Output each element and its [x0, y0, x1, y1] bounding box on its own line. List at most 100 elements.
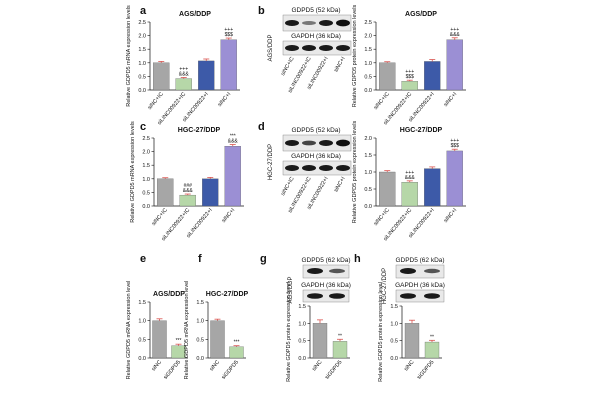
bar: [312, 323, 328, 359]
blot-d-band-gdpd5-3: [319, 140, 333, 146]
significance-marker: +++: [179, 66, 188, 72]
blot-d-band-gapdh-3: [319, 165, 333, 171]
y-tick-label: 2.0: [364, 136, 372, 142]
chart-panel-c: HGC-27/DDP 0.0 0.5 1.0 1.5 2.0 2.5 Relative GDP…: [130, 121, 244, 242]
y-axis-label: Relative GDPD5 protein expression levels: [352, 121, 358, 224]
significance-marker: $$$: [406, 74, 415, 80]
significance-marker: ***: [234, 340, 240, 346]
blot-h-cell-label: HGC-27/DDP: [382, 268, 388, 304]
y-tick-label: 0.5: [364, 187, 372, 193]
significance-marker: &&&: [183, 188, 194, 194]
blot-b-band-gdpd5-3: [319, 20, 333, 26]
chart-panel-a: AGS/DDP 0.0 0.5 1.0 1.5 2.0 2.5 Relative GDPD5 …: [126, 5, 240, 126]
blot-g-bottom-membrane: [302, 289, 350, 303]
bar: [229, 346, 244, 359]
significance-marker: $$$: [451, 143, 460, 149]
y-tick-label: 1.0: [138, 61, 146, 67]
blot-b-bottom-label: GAPDH (36 kDa): [291, 33, 341, 40]
y-tick-label: 1.0: [364, 61, 372, 67]
y-tick-label: 2.0: [364, 34, 372, 40]
y-tick-label: 1.0: [364, 170, 372, 176]
blot-b-band-gapdh-4: [336, 45, 350, 51]
y-tick-label: 0.5: [138, 74, 146, 80]
y-axis-label: Relative GDPD5 protein expression levels: [352, 5, 358, 108]
significance-marker: +++: [405, 170, 414, 176]
blot-d-top-membrane: [282, 134, 352, 152]
blot-g-band-gapdh-2: [329, 293, 345, 299]
chart-title: AGS/DDP: [179, 11, 211, 18]
western-blot-d: HGC-27/DDP GDPD5 (52 kDa) GAPDH (36 kDa)…: [268, 127, 352, 214]
y-tick-label: 2.5: [138, 20, 146, 26]
chart-title: AGS/DDP: [153, 291, 185, 298]
y-tick-label: 0.0: [196, 356, 204, 362]
significance-marker: **: [430, 334, 434, 340]
blot-b-band-gapdh-3: [319, 45, 333, 51]
y-tick-label: 1.5: [298, 304, 306, 310]
y-tick-label: 1.5: [364, 153, 372, 159]
y-tick-label: 2.5: [142, 136, 150, 142]
blot-h-band-gdpd5-1: [400, 268, 416, 274]
blot-g-band-gdpd5-1: [307, 268, 323, 274]
significance-marker: ###: [184, 183, 193, 189]
blot-b-bottom-membrane: [282, 40, 352, 56]
y-tick-label: 0.0: [298, 356, 306, 362]
bar: [401, 182, 418, 207]
blot-d-bottom-membrane: [282, 160, 352, 176]
y-tick-label: 2.0: [142, 150, 150, 156]
significance-marker: &&&: [228, 139, 239, 145]
significance-marker: &&&: [450, 32, 461, 38]
significance-marker: &&&: [179, 71, 190, 77]
panel-letter-g: g: [260, 253, 267, 265]
significance-marker: $$$: [225, 32, 234, 38]
y-tick-label: 0.5: [196, 337, 204, 343]
panel-letter-d: d: [258, 121, 265, 133]
significance-marker: ***: [176, 338, 182, 344]
blot-b-band-gdpd5-4: [336, 19, 350, 27]
bar: [379, 62, 396, 91]
y-tick-label: 1.5: [364, 47, 372, 53]
y-tick-label: 1.0: [138, 319, 146, 325]
y-tick-label: 1.5: [390, 304, 398, 310]
y-tick-label: 2.0: [138, 34, 146, 40]
bar: [179, 194, 196, 207]
bar: [202, 178, 219, 207]
blot-d-band-gapdh-1: [285, 165, 299, 171]
blot-h-bottom-label: GAPDH (36 kDa): [395, 282, 445, 289]
y-tick-label: 2.5: [364, 20, 372, 26]
panel-letter-e: e: [140, 253, 146, 265]
bar: [175, 78, 192, 91]
western-blot-g: AGS/DDP GDPD5 (62 kDa) GAPDH (36 kDa): [288, 257, 351, 304]
bar: [424, 61, 441, 91]
bar: [379, 171, 396, 207]
y-tick-label: 1.0: [196, 319, 204, 325]
y-tick-label: 1.5: [142, 163, 150, 169]
y-tick-label: 0.0: [138, 356, 146, 362]
y-tick-label: 1.5: [138, 300, 146, 306]
bar: [152, 320, 167, 359]
bar: [210, 320, 225, 359]
y-tick-label: 0.5: [142, 190, 150, 196]
y-tick-label: 1.5: [138, 47, 146, 53]
y-axis-label: Relative GDPD5 mRNA expression levels: [130, 121, 136, 223]
blot-b-band-gdpd5-2: [302, 21, 316, 25]
panel-letter-c: c: [140, 121, 146, 133]
y-axis-label: Relative GDPD5 protein expression level: [378, 282, 384, 382]
chart-title: HGC-27/DDP: [400, 127, 443, 134]
y-tick-label: 0.0: [364, 204, 372, 210]
y-axis-label: Relative GDPD5 mRNA expression level: [126, 281, 132, 380]
y-axis-label: Relative GDPD5 mRNA expression level: [184, 281, 190, 380]
chart-title: HGC-27/DDP: [206, 291, 249, 298]
y-tick-label: 0.5: [138, 337, 146, 343]
blot-g-band-gdpd5-2: [329, 268, 345, 274]
blot-d-band-gdpd5-4: [336, 139, 350, 147]
significance-marker: +++: [450, 138, 459, 144]
blot-h-band-gapdh-1: [400, 293, 416, 299]
blot-d-band-gapdh-2: [302, 165, 316, 171]
panel-letter-a: a: [140, 5, 147, 17]
y-tick-label: 0.5: [390, 339, 398, 345]
y-axis-label: Relative GDPD5 protein expression level: [286, 282, 292, 382]
bar: [424, 168, 441, 207]
blot-g-band-gapdh-1: [307, 293, 323, 299]
bar: [446, 39, 463, 91]
